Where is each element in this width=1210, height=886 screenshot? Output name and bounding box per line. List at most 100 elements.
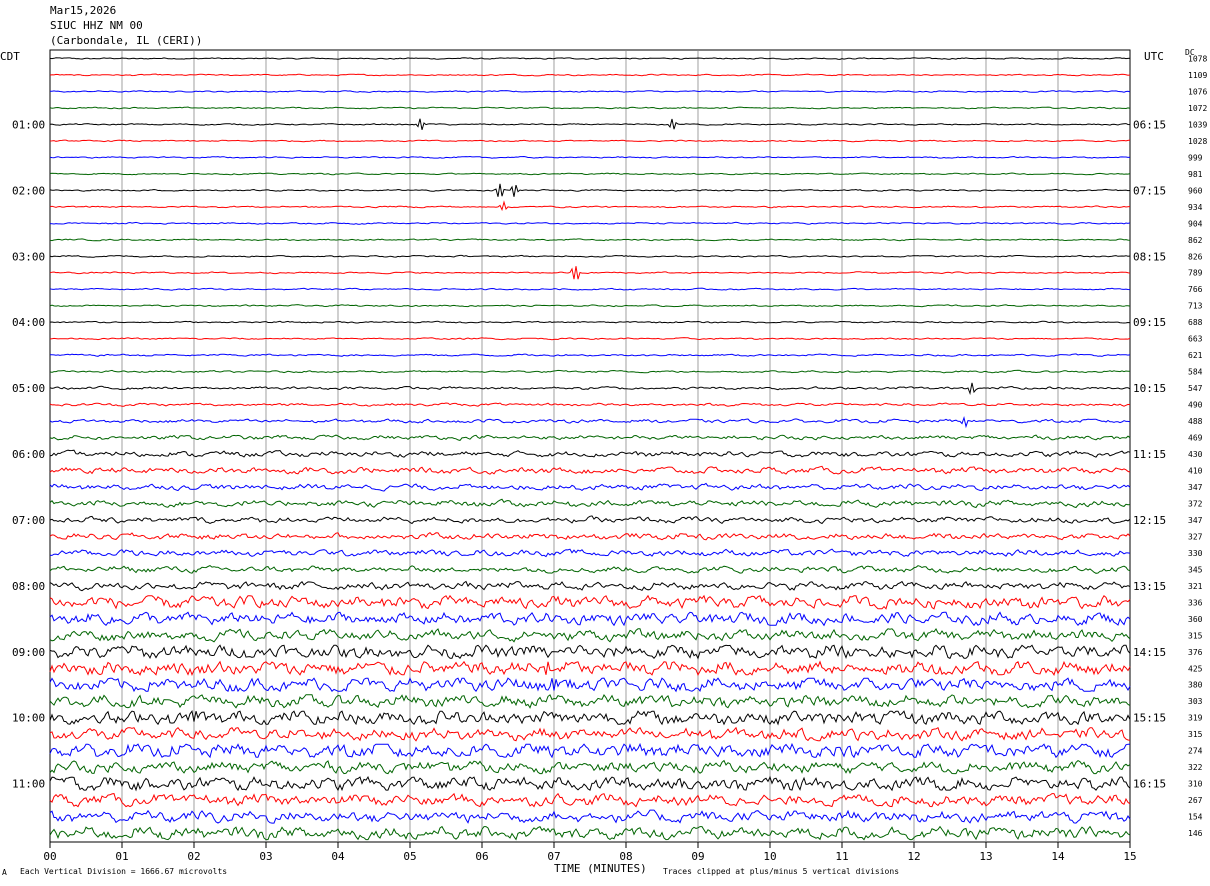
dc-offset-label: 315	[1188, 631, 1203, 640]
x-tick-label: 07	[547, 850, 560, 863]
trace-line	[49, 320, 1131, 324]
trace-line	[49, 172, 1131, 176]
trace-line	[49, 402, 1131, 407]
trace-line	[49, 287, 1131, 291]
trace-line	[49, 565, 1131, 574]
dc-offset-label: 904	[1188, 219, 1203, 228]
dc-offset-label: 469	[1188, 434, 1203, 443]
right-hour-label: 15:15	[1133, 712, 1166, 725]
dc-offset-label: 347	[1188, 516, 1203, 525]
trace-line	[50, 90, 1131, 93]
dc-offset-label: 960	[1188, 186, 1203, 195]
dc-offset-label: 345	[1188, 565, 1203, 574]
left-hour-label: 04:00	[12, 316, 45, 329]
trace-line	[49, 611, 1131, 627]
trace-line	[49, 254, 1131, 258]
scale-note: Each Vertical Division = 1666.67 microvo…	[20, 867, 228, 876]
right-hour-label: 13:15	[1133, 580, 1166, 593]
dc-offset-label: 154	[1188, 813, 1203, 822]
left-hour-label: 07:00	[12, 514, 45, 527]
trace-line	[49, 742, 1130, 759]
dc-offset-label: 663	[1188, 335, 1203, 344]
trace-line	[49, 726, 1131, 742]
trace-line	[49, 73, 1131, 77]
right-timezone-label: UTC	[1144, 50, 1164, 63]
dc-offset-label: 1076	[1188, 87, 1207, 96]
dc-offset-label: 490	[1188, 401, 1203, 410]
dc-offset-label: 826	[1188, 252, 1203, 261]
left-hour-label: 06:00	[12, 448, 45, 461]
left-timezone-label: CDT	[0, 50, 20, 63]
x-axis-label: TIME (MINUTES)	[554, 862, 647, 875]
trace-line	[49, 792, 1131, 808]
trace-line	[49, 809, 1131, 824]
footer-mark: A	[2, 868, 7, 877]
trace-line	[49, 221, 1131, 225]
trace-line	[49, 238, 1131, 242]
x-tick-label: 06	[475, 850, 488, 863]
trace-line	[49, 694, 1131, 709]
x-tick-label: 10	[763, 850, 776, 863]
header-date: Mar15,2026	[50, 4, 117, 17]
trace-line	[49, 57, 1131, 60]
dc-offset-label: 766	[1188, 285, 1203, 294]
x-tick-label: 15	[1123, 850, 1136, 863]
x-tick-label: 12	[907, 850, 920, 863]
x-tick-label: 05	[403, 850, 416, 863]
left-hour-label: 02:00	[12, 184, 45, 197]
x-tick-label: 08	[619, 850, 632, 863]
dc-offset-label: 376	[1188, 648, 1203, 657]
right-hour-label: 14:15	[1133, 646, 1166, 659]
dc-offset-label: 862	[1188, 236, 1203, 245]
dc-offset-label: 425	[1188, 664, 1203, 673]
left-hour-label: 10:00	[12, 712, 45, 725]
x-tick-label: 11	[835, 850, 848, 863]
dc-offset-label: 789	[1188, 269, 1203, 278]
trace-line	[49, 775, 1131, 792]
x-tick-label: 02	[187, 850, 200, 863]
dc-offset-label: 547	[1188, 384, 1203, 393]
dc-offset-label: 981	[1188, 170, 1203, 179]
trace-line	[49, 498, 1131, 509]
dc-offset-label: 713	[1188, 302, 1203, 311]
trace-line	[49, 106, 1131, 110]
x-tick-label: 00	[43, 850, 56, 863]
dc-offset-label: 310	[1188, 780, 1203, 789]
trace-line	[49, 660, 1131, 677]
right-hour-label: 12:15	[1133, 514, 1166, 527]
trace-line	[49, 532, 1131, 541]
dc-offset-label: 934	[1188, 203, 1203, 212]
dc-offset-label: 315	[1188, 730, 1203, 739]
dc-offset-label: 336	[1188, 598, 1203, 607]
trace-line	[49, 644, 1131, 660]
header-location: (Carbondale, IL (CERI))	[50, 34, 203, 47]
trace-line	[49, 266, 1131, 280]
dc-offset-label: 688	[1188, 318, 1203, 327]
dc-offset-label: 1072	[1188, 104, 1207, 113]
dc-offset-label: 488	[1188, 417, 1203, 426]
trace-line	[49, 709, 1131, 726]
dc-offset-label: 584	[1188, 368, 1203, 377]
dc-offset-label: 327	[1188, 532, 1203, 541]
dc-offset-label: 410	[1188, 467, 1203, 476]
trace-line	[49, 580, 1131, 592]
dc-offset-label: 1028	[1188, 137, 1207, 146]
right-hour-label: 10:15	[1133, 382, 1166, 395]
left-hour-label: 09:00	[12, 646, 45, 659]
trace-line	[49, 118, 1131, 130]
trace-line	[49, 415, 1131, 429]
dc-label: DC	[1185, 48, 1195, 57]
trace-line	[49, 139, 1131, 143]
trace-line	[49, 200, 1131, 212]
dc-offset-label: 621	[1188, 351, 1203, 360]
dc-offset-label: 372	[1188, 499, 1203, 508]
trace-line	[49, 628, 1131, 643]
trace-line	[49, 515, 1131, 525]
dc-offset-label: 322	[1188, 763, 1203, 772]
x-tick-label: 03	[259, 850, 272, 863]
left-hour-label: 01:00	[12, 118, 45, 131]
trace-line	[49, 304, 1131, 308]
trace-line	[49, 434, 1131, 441]
x-tick-label: 13	[979, 850, 992, 863]
